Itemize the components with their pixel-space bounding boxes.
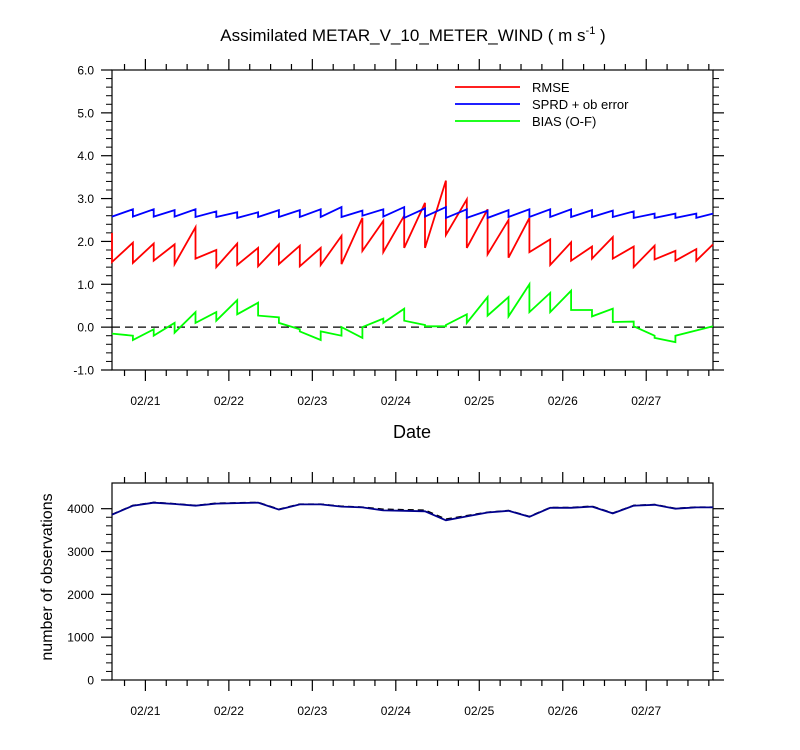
chart-title: Assimilated METAR_V_10_METER_WIND ( m s-…: [220, 25, 605, 45]
x-tick-label: 02/23: [297, 704, 327, 718]
series-line-rmse: [111, 180, 714, 270]
top-series-lines: [111, 180, 714, 344]
y-tick-label: 1.0: [77, 278, 94, 292]
legend-label: BIAS (O-F): [532, 114, 596, 129]
legend: RMSE SPRD + ob error BIAS (O-F): [455, 80, 629, 129]
top-y-tick-labels: -1.0 0.0 1.0 2.0 3.0 4.0 5.0 6.0: [73, 64, 94, 378]
obs-line-assimilated: [111, 501, 713, 522]
y-tick-label: 2.0: [77, 235, 94, 249]
x-tick-label: 02/22: [214, 704, 244, 718]
x-tick-label: 02/25: [464, 704, 494, 718]
x-tick-label: 02/21: [130, 394, 160, 408]
y-tick-label: 5.0: [77, 106, 94, 120]
y-tick-label: 3.0: [77, 192, 94, 206]
top-panel: -1.00.01.02.03.04.05.06.0 02/21 02/22 02/2…: [73, 59, 724, 442]
bottom-x-tick-labels: 02/21 02/22 02/23 02/24 02/25 02/26 02/27: [130, 704, 661, 718]
x-axis-label: Date: [393, 422, 431, 442]
y-tick-label: 1000: [67, 631, 94, 645]
x-tick-label: 02/26: [548, 394, 578, 408]
y-tick-label: 4000: [67, 502, 94, 516]
x-tick-label: 02/24: [381, 394, 411, 408]
series-line-sprd-ob-error: [111, 205, 714, 220]
x-tick-label: 02/23: [297, 394, 327, 408]
y-tick-label: 0: [87, 674, 94, 688]
x-tick-label: 02/24: [381, 704, 411, 718]
y-axis-label: number of observations: [39, 493, 56, 660]
bottom-plot-frame: [111, 482, 714, 681]
bottom-series-lines: [111, 501, 713, 522]
bottom-axis-ticks: [101, 472, 724, 691]
y-tick-label: 0.0: [77, 321, 94, 335]
y-tick-label: 3000: [67, 545, 94, 559]
top-x-tick-labels: 02/21 02/22 02/23 02/24 02/25 02/26 02/27: [130, 394, 661, 408]
bottom-y-tick-labels: 0 1000 2000 3000 4000: [67, 502, 94, 687]
x-tick-label: 02/25: [464, 394, 494, 408]
x-tick-label: 02/21: [130, 704, 160, 718]
top-plot-frame: [111, 69, 714, 371]
y-tick-label: 4.0: [77, 149, 94, 163]
x-tick-label: 02/27: [631, 394, 661, 408]
legend-label: RMSE: [532, 80, 570, 95]
legend-label: SPRD + ob error: [532, 97, 629, 112]
top-axis-ticks: [101, 59, 724, 381]
series-line-bias-o-f-: [111, 281, 714, 344]
x-tick-label: 02/22: [214, 394, 244, 408]
y-tick-label: -1.0: [73, 364, 94, 378]
y-tick-label: 6.0: [77, 64, 94, 78]
x-tick-label: 02/27: [631, 704, 661, 718]
x-tick-label: 02/26: [548, 704, 578, 718]
y-tick-label: 2000: [67, 588, 94, 602]
